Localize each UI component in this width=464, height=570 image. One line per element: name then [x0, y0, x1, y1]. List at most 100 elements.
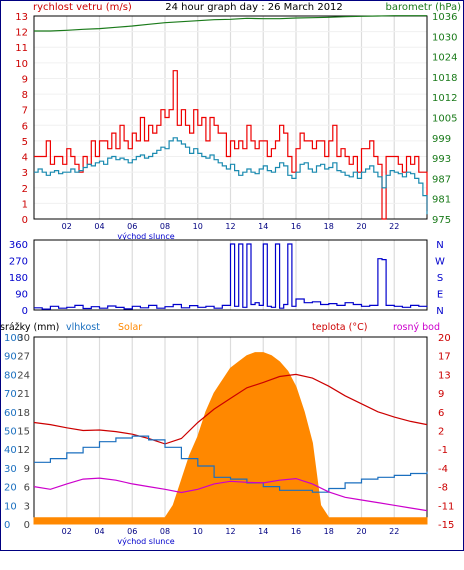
- humidity-tick: 60: [4, 408, 17, 419]
- temperature-tick: -15: [438, 520, 454, 531]
- direction-degree-tick: 0: [22, 306, 28, 317]
- wind-speed-tick: 8: [22, 90, 28, 101]
- rain-tick: 15: [17, 427, 30, 438]
- barometer-tick: 1036: [432, 12, 457, 23]
- hour-tick: 02: [62, 527, 72, 536]
- barometer-tick: 975: [432, 215, 451, 226]
- hour-tick: 22: [389, 222, 399, 231]
- wind-panel-frame: [33, 15, 428, 220]
- hour-tick: 12: [225, 222, 235, 231]
- barometer-tick: 981: [432, 195, 451, 206]
- temperature-tick: -11: [438, 501, 454, 512]
- direction-degree-tick: 270: [9, 257, 28, 268]
- rain-tick: 24: [17, 370, 30, 381]
- temperature-tick: 13: [438, 370, 451, 381]
- solar-axis-label: Solar: [118, 322, 142, 333]
- barometer-tick: 987: [432, 174, 451, 185]
- hour-tick: 08: [160, 222, 170, 231]
- wind-speed-tick: 6: [22, 121, 28, 132]
- hour-tick: 18: [324, 527, 334, 536]
- humidity-tick: 40: [4, 445, 17, 456]
- rain-tick: 6: [24, 483, 30, 494]
- sunrise-caption-bottom: východ slunce: [117, 537, 174, 546]
- wind-speed-tick: 3: [22, 168, 28, 179]
- rain-tick: 30: [17, 333, 30, 344]
- hour-tick: 16: [291, 222, 301, 231]
- barometer-tick: 1024: [432, 53, 457, 64]
- wind-speed-tick: 5: [22, 137, 28, 148]
- barometer-tick: 1018: [432, 73, 457, 84]
- temperature-tick: -4: [438, 464, 448, 475]
- hour-tick: 02: [62, 222, 72, 231]
- direction-degree-tick: 360: [9, 240, 28, 251]
- direction-compass-tick: N: [436, 240, 443, 251]
- hour-tick: 06: [127, 222, 137, 231]
- wind-speed-tick: 7: [22, 106, 28, 117]
- rain-tick: 9: [24, 464, 30, 475]
- graph-title: 24 hour graph day : 26 March 2012: [165, 2, 343, 13]
- direction-compass-tick: N: [436, 306, 443, 317]
- wind-axis-label: rychlost vetru (m/s): [33, 2, 132, 13]
- wind-speed-tick: 1: [22, 199, 28, 210]
- wind-speed-tick: 11: [15, 43, 28, 54]
- hour-tick: 20: [356, 222, 366, 231]
- temperature-tick: 20: [438, 333, 451, 344]
- direction-degree-tick: 180: [9, 273, 28, 284]
- humidity-tick: 50: [4, 427, 17, 438]
- humidity-tick: 30: [4, 464, 17, 475]
- rain-tick: 12: [17, 445, 30, 456]
- wind-speed-tick: 0: [22, 215, 28, 226]
- humidity-tick: 70: [4, 389, 17, 400]
- wind-speed-line: [34, 137, 428, 215]
- temperature-axis-label: teplota (°C): [312, 322, 367, 333]
- humidity-tick: 0: [4, 520, 10, 531]
- wind-speed-tick: 13: [15, 12, 28, 23]
- wind-direction-line: [34, 243, 428, 310]
- hour-tick: 04: [94, 527, 104, 536]
- temperature-tick: -1: [438, 445, 448, 456]
- barometer-axis-label: barometr (hPa): [386, 2, 462, 13]
- barometer-tick: 1005: [432, 114, 457, 125]
- rain-tick: 3: [24, 501, 30, 512]
- humidity-tick: 90: [4, 352, 17, 363]
- hour-tick: 18: [324, 222, 334, 231]
- hour-tick: 12: [225, 527, 235, 536]
- rain-axis-label: srážky (mm): [0, 322, 59, 333]
- direction-compass-tick: W: [435, 257, 445, 268]
- hour-tick: 22: [389, 527, 399, 536]
- barometer-tick: 999: [432, 134, 451, 145]
- barometer-tick: 1012: [432, 93, 457, 104]
- barometer-tick: 993: [432, 154, 451, 165]
- rain-tick: 18: [17, 408, 30, 419]
- humidity-tick: 10: [4, 501, 17, 512]
- humidity-tick: 20: [4, 483, 17, 494]
- direction-degree-tick: 90: [15, 290, 28, 301]
- rain-tick: 0: [24, 520, 30, 531]
- humidity-tick: 80: [4, 370, 17, 381]
- wind-speed-tick: 10: [15, 59, 28, 70]
- wind-speed-tick: 4: [22, 153, 28, 164]
- temperature-tick: 9: [438, 389, 444, 400]
- dewpoint-axis-label: rosný bod: [393, 322, 440, 333]
- direction-compass-tick: S: [437, 273, 443, 284]
- humidity-tick: 100: [4, 333, 23, 344]
- temperature-tick: 6: [438, 408, 444, 419]
- temperature-tick: -8: [438, 483, 448, 494]
- hour-tick: 20: [356, 527, 366, 536]
- barometer-line: [34, 15, 427, 32]
- hour-tick: 14: [258, 527, 268, 536]
- direction-compass-tick: E: [437, 290, 443, 301]
- wind-speed-tick: 9: [22, 74, 28, 85]
- humidity-line: [34, 435, 428, 493]
- sunrise-caption: východ slunce: [117, 232, 174, 241]
- dewpoint-line: [33, 477, 428, 512]
- temperature-line: [33, 373, 428, 445]
- humidity-axis-label: vlhkost: [66, 322, 100, 333]
- wind-speed-tick: 12: [15, 28, 28, 39]
- hour-tick: 08: [160, 527, 170, 536]
- barometer-tick: 1030: [432, 32, 457, 43]
- wind-speed-tick: 2: [22, 184, 28, 195]
- temperature-tick: 17: [438, 352, 451, 363]
- hour-tick: 14: [258, 222, 268, 231]
